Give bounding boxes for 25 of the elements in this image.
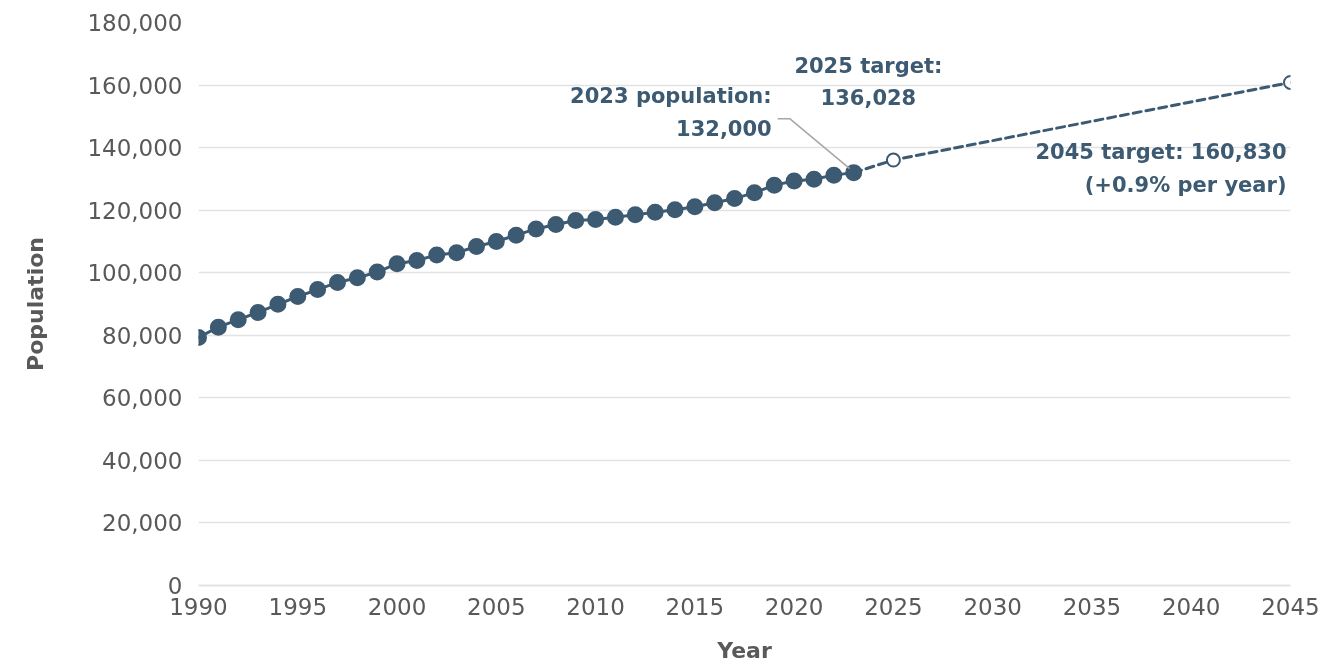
x-tick-label: 2000 <box>367 593 427 620</box>
y-tick-label: 180,000 <box>87 10 183 36</box>
y-tick-label: 20,000 <box>102 510 183 537</box>
x-tick-label: 2040 <box>1161 593 1221 620</box>
y-tick-label: 100,000 <box>87 260 183 287</box>
x-tick-label: 2005 <box>467 593 526 620</box>
x-tick-label: 2045 <box>1261 593 1320 620</box>
annotation: 2023 population: 132,000 <box>570 84 772 141</box>
x-tick-label: 1995 <box>268 593 328 620</box>
x-tick-label: 2015 <box>665 593 725 620</box>
y-axis-title: Population <box>23 237 49 371</box>
x-axis-title: Year <box>716 637 772 663</box>
y-tick-label: 60,000 <box>102 385 183 412</box>
y-tick-label: 40,000 <box>102 447 183 474</box>
y-tick-label: 160,000 <box>87 72 183 99</box>
annotation: 2045 target: 160,830 (+0.9% per year) <box>1035 140 1287 197</box>
y-tick-label: 120,000 <box>87 197 183 224</box>
x-tick-label: 2035 <box>1062 593 1122 620</box>
x-tick-label: 2010 <box>566 593 625 620</box>
x-tick-label: 2020 <box>764 593 824 620</box>
x-tick-label: 2025 <box>864 593 923 620</box>
y-tick-label: 80,000 <box>102 322 183 349</box>
x-tick-label: 2030 <box>963 593 1022 620</box>
y-tick-label: 140,000 <box>87 135 183 162</box>
annotation: 2025 target: 136,028 <box>794 53 943 111</box>
